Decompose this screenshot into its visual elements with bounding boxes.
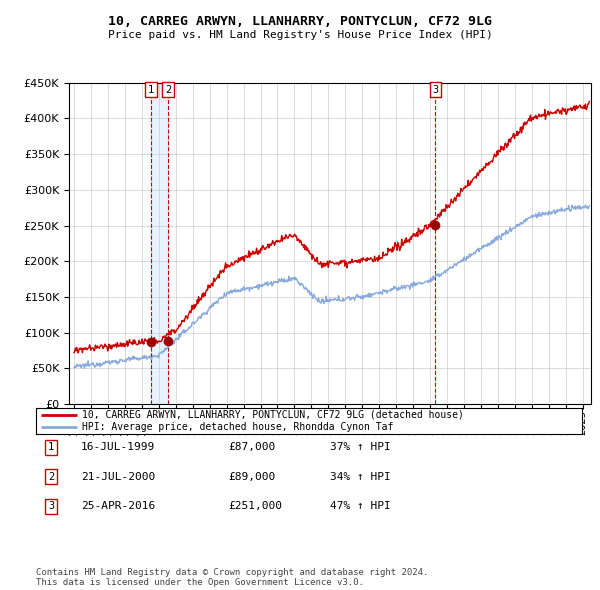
Text: 34% ↑ HPI: 34% ↑ HPI — [330, 472, 391, 481]
Text: 3: 3 — [432, 85, 439, 95]
Text: 10, CARREG ARWYN, LLANHARRY, PONTYCLUN, CF72 9LG: 10, CARREG ARWYN, LLANHARRY, PONTYCLUN, … — [108, 15, 492, 28]
Text: HPI: Average price, detached house, Rhondda Cynon Taf: HPI: Average price, detached house, Rhon… — [82, 422, 394, 432]
Text: 3: 3 — [48, 502, 54, 511]
Text: 16-JUL-1999: 16-JUL-1999 — [81, 442, 155, 452]
Text: 10, CARREG ARWYN, LLANHARRY, PONTYCLUN, CF72 9LG (detached house): 10, CARREG ARWYN, LLANHARRY, PONTYCLUN, … — [82, 409, 464, 419]
Text: 47% ↑ HPI: 47% ↑ HPI — [330, 502, 391, 511]
Text: 2: 2 — [165, 85, 171, 95]
Text: 25-APR-2016: 25-APR-2016 — [81, 502, 155, 511]
Text: 1: 1 — [148, 85, 154, 95]
Bar — [151, 83, 168, 404]
Text: 21-JUL-2000: 21-JUL-2000 — [81, 472, 155, 481]
Text: 2: 2 — [48, 472, 54, 481]
Text: Contains HM Land Registry data © Crown copyright and database right 2024.
This d: Contains HM Land Registry data © Crown c… — [36, 568, 428, 587]
Text: £89,000: £89,000 — [228, 472, 275, 481]
Text: £251,000: £251,000 — [228, 502, 282, 511]
Text: £87,000: £87,000 — [228, 442, 275, 452]
Text: 1: 1 — [48, 442, 54, 452]
Text: 37% ↑ HPI: 37% ↑ HPI — [330, 442, 391, 452]
Text: Price paid vs. HM Land Registry's House Price Index (HPI): Price paid vs. HM Land Registry's House … — [107, 30, 493, 40]
